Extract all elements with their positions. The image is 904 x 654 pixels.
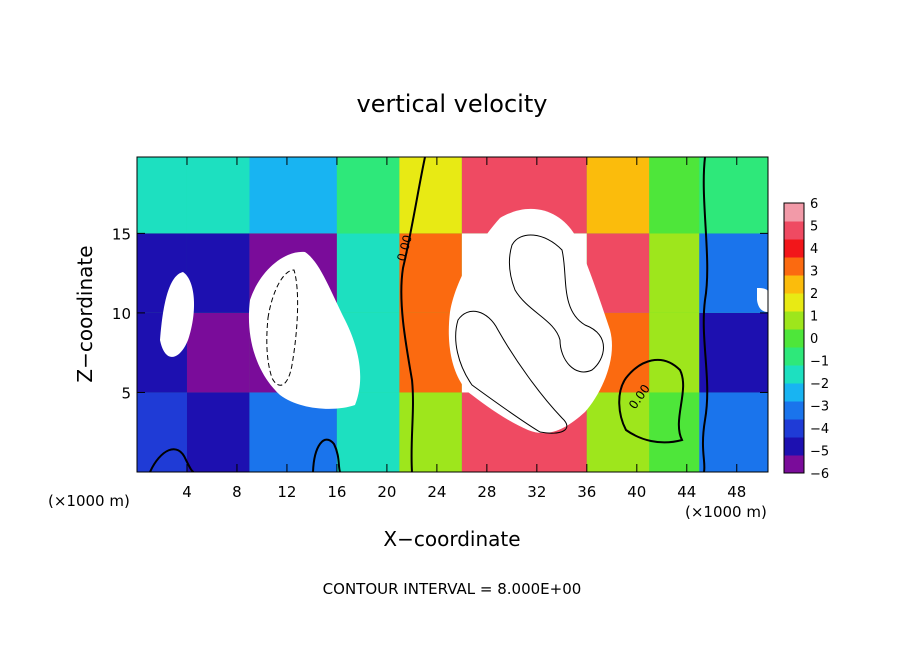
zero-contour-west	[400, 157, 426, 472]
colorbar-tick-label: −2	[810, 377, 829, 392]
field-cell	[586, 392, 650, 472]
colorbar-swatch	[784, 365, 804, 384]
colorbar-tick-label: 4	[810, 242, 818, 257]
field-cell	[699, 233, 768, 313]
y-tick-label: 5	[121, 384, 131, 402]
colorbar-tick-label: −1	[810, 355, 829, 370]
x-tick-label: 40	[627, 483, 646, 501]
colorbar-swatch	[784, 203, 804, 222]
chart-title: vertical velocity	[357, 90, 548, 118]
field-cell	[186, 233, 250, 313]
field-cell	[186, 312, 250, 393]
colorbar-swatch	[784, 221, 804, 240]
colorbar-tick-label: 5	[810, 220, 818, 235]
x-tick-label: 4	[182, 483, 192, 501]
field-cell	[699, 392, 768, 472]
field-cell	[586, 157, 650, 234]
field-cell	[399, 157, 462, 234]
colorbar-swatch	[784, 239, 804, 258]
x-tick-label: 48	[727, 483, 746, 501]
x-unit-left: (×1000 m)	[48, 492, 130, 510]
colorbar-swatch	[784, 401, 804, 420]
x-tick-label: 12	[277, 483, 296, 501]
x-tick-label: 36	[577, 483, 596, 501]
field-cells	[137, 157, 768, 472]
plot-area	[136, 156, 769, 473]
colorbar-tick-label: −4	[810, 422, 829, 437]
inner-contour-lower	[455, 310, 568, 434]
field-cell	[649, 157, 700, 234]
x-tick-label: 44	[677, 483, 696, 501]
y-tick-label: 10	[112, 305, 131, 323]
colorbar-tick-label: 3	[810, 265, 818, 280]
colorbar-swatch	[784, 437, 804, 456]
zero-contour-east	[702, 157, 709, 472]
field-cell	[649, 233, 700, 313]
colorbar-swatch	[784, 311, 804, 330]
x-tick-label: 24	[427, 483, 446, 501]
field-cell	[649, 392, 700, 472]
colorbar-labels: 6 5 4 3 2 1 0 −1 −2 −3 −4 −5 −6	[810, 197, 829, 482]
x-tick-label: 20	[377, 483, 396, 501]
field-cell	[137, 157, 187, 234]
x-tick-label: 32	[527, 483, 546, 501]
zero-contour-base-1	[149, 448, 195, 472]
field-cell	[699, 157, 768, 234]
field-cell	[336, 233, 400, 313]
field-cell	[399, 233, 462, 313]
zero-contour-mid	[618, 359, 685, 444]
contour-interval-note: CONTOUR INTERVAL = 8.000E+00	[323, 580, 582, 598]
inner-contour-large	[508, 234, 604, 373]
x-axis-ticks: 4 8 12 16 20 24 28 32 36 40 44 48	[182, 157, 746, 501]
colorbar-tick-label: 1	[810, 310, 818, 325]
colorbar-swatches	[784, 203, 804, 474]
zero-contour-base-2	[312, 438, 341, 472]
colorbar-tick-label: 0	[810, 332, 818, 347]
dashed-contour-negative	[266, 269, 299, 386]
colorbar-swatch	[784, 293, 804, 312]
colorbar-tick-label: 2	[810, 287, 818, 302]
field-cell	[699, 312, 768, 393]
field-cell	[649, 312, 700, 393]
x-tick-label: 8	[232, 483, 242, 501]
colorbar-swatch	[784, 383, 804, 402]
field-cell	[249, 157, 337, 234]
x-tick-label: 16	[327, 483, 346, 501]
colorbar-tick-label: −3	[810, 400, 829, 415]
x-tick-label: 28	[477, 483, 496, 501]
x-unit-right: (×1000 m)	[685, 503, 767, 521]
field-cell	[137, 392, 187, 472]
colorbar-swatch	[784, 275, 804, 294]
y-axis-ticks: 5 10 15	[112, 225, 768, 402]
colorbar-swatch	[784, 257, 804, 276]
colorbar-swatch	[784, 329, 804, 348]
field-cell	[399, 392, 462, 472]
downdraft-core-mid	[248, 251, 361, 409]
colorbar-tick-label: 6	[810, 197, 818, 212]
colorbar-frame	[783, 202, 805, 474]
downdraft-core-left	[160, 272, 195, 357]
colorbar-tick-label: −6	[810, 467, 829, 482]
field-features	[149, 157, 768, 472]
updraft-core-white	[448, 208, 612, 434]
colorbar-tick-label: −5	[810, 445, 829, 460]
colorbar-swatch	[784, 419, 804, 438]
downdraft-core-right	[757, 288, 768, 312]
colorbar-swatch	[784, 347, 804, 366]
contour-label-0: 0.00	[394, 233, 414, 262]
plot-frame	[136, 156, 769, 473]
field-cell	[186, 392, 250, 472]
field-cell	[186, 157, 250, 234]
x-axis-label: X−coordinate	[383, 527, 520, 551]
y-axis-label: Z−coordinate	[73, 245, 97, 382]
colorbar-swatch	[784, 455, 804, 474]
y-tick-label: 15	[112, 225, 131, 243]
colorbar: 6 5 4 3 2 1 0 −1 −2 −3 −4 −5 −6	[783, 197, 829, 482]
field-cell	[336, 157, 400, 234]
